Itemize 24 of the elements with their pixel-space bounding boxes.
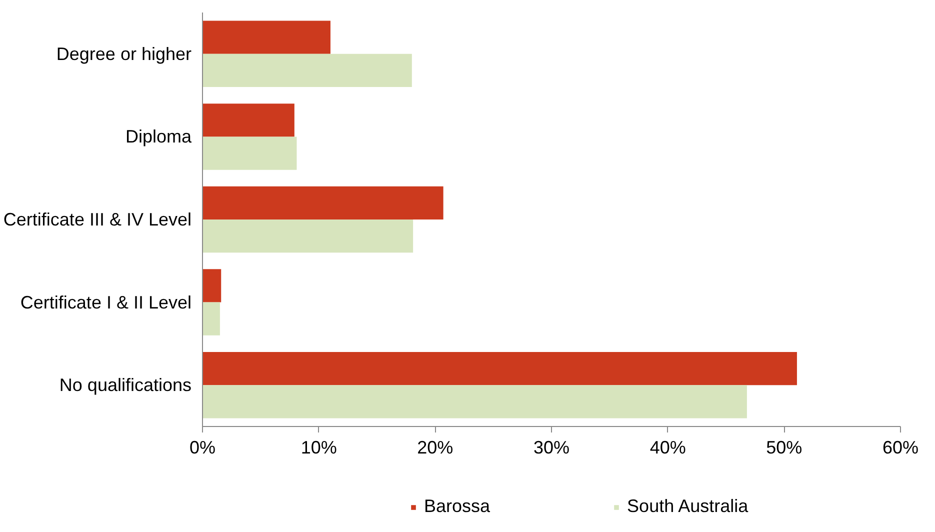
x-tick-label: 60%: [882, 438, 919, 458]
bar: [202, 269, 222, 302]
bar: [202, 136, 297, 170]
bar: [202, 302, 220, 336]
legend-label: South Australia: [627, 496, 748, 517]
y-tick-label: Certificate III & IV Level: [3, 210, 192, 230]
bar: [202, 352, 797, 386]
x-tick-label: 30%: [533, 438, 570, 458]
y-tick-label: No qualifications: [59, 375, 192, 396]
bar: [202, 220, 414, 253]
bar: [202, 20, 330, 54]
x-tick-label: 10%: [300, 438, 337, 458]
x-tick-label: 50%: [766, 438, 802, 458]
x-tick-label: 20%: [417, 438, 454, 458]
y-tick-label: Certificate I & II Level: [20, 292, 192, 312]
bar: [202, 385, 747, 418]
x-tick-label: 40%: [650, 438, 686, 458]
bar: [202, 54, 412, 88]
legend-label: Barossa: [424, 496, 490, 517]
y-tick-label: Diploma: [125, 126, 192, 147]
bar: [202, 186, 444, 220]
bar: [202, 104, 294, 137]
x-tick-label: 0%: [189, 438, 216, 458]
y-tick-label: Degree or higher: [56, 44, 192, 64]
